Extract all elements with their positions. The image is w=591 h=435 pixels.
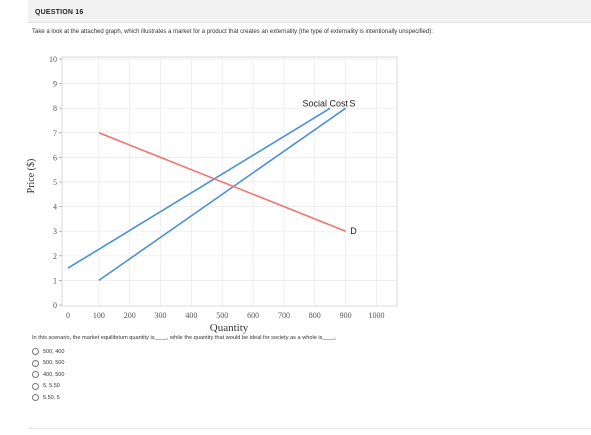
option-label: 400, 500 [43, 371, 65, 378]
radio-button[interactable] [32, 348, 39, 356]
question-header: QUESTION 16 [28, 0, 591, 23]
x-tick-label: 0 [66, 311, 70, 320]
y-tick-label: 8 [53, 104, 57, 113]
y-tick-label: 3 [53, 227, 57, 236]
answer-option[interactable]: 500, 400 [32, 346, 64, 358]
y-tick-label: 7 [53, 129, 57, 138]
answer-options: 500, 400 500, 500 400, 500 5, 5.50 5.50,… [32, 346, 64, 404]
divider [28, 428, 591, 429]
x-tick-label: 600 [247, 311, 259, 320]
y-tick-label: 6 [53, 153, 57, 162]
x-tick-label: 200 [124, 311, 136, 320]
y-tick-label: 0 [53, 301, 57, 310]
question-prompt: Take a look at the attached graph, which… [32, 29, 433, 35]
x-axis-label: Quantity [210, 322, 249, 334]
y-tick-label: 1 [53, 276, 57, 285]
x-tick-label: 900 [340, 311, 352, 320]
answer-option[interactable]: 500, 500 [32, 358, 64, 370]
x-tick-label: 100 [93, 311, 105, 320]
answer-option[interactable]: 5.50, 5 [32, 392, 64, 404]
x-tick-label: 400 [185, 311, 197, 320]
radio-button[interactable] [32, 359, 39, 367]
social-cost-line [67, 107, 331, 269]
radio-button[interactable] [32, 371, 39, 379]
y-tick-label: 2 [53, 252, 57, 261]
s-line [98, 107, 347, 282]
chart-grid [61, 56, 398, 307]
question-stem: In this scenario, the market equilibrium… [32, 335, 337, 341]
option-label: 5, 5.50 [43, 383, 60, 390]
curve-label: Social Cost [302, 98, 348, 108]
x-tick-label: 500 [216, 311, 228, 320]
option-label: 5.50, 5 [43, 394, 60, 401]
y-tick-label: 10 [49, 55, 57, 64]
chart-annotations: Social Cost S D [302, 98, 357, 236]
curve-label: D [350, 226, 357, 236]
answer-option[interactable]: 400, 500 [32, 369, 64, 381]
d-line [98, 132, 346, 232]
x-tick-label: 1000 [369, 311, 385, 320]
x-tick-label: 700 [278, 311, 290, 320]
answer-option[interactable]: 5, 5.50 [32, 381, 64, 393]
y-axis-label: Price ($) [26, 159, 37, 194]
chart-ticks: 0 100 200 300 400 500 600 700 800 900 1000 0 1 2 3 4 5 6 7… [49, 55, 385, 320]
chart-lines [67, 107, 347, 282]
y-tick-label: 5 [53, 178, 57, 187]
y-tick-label: 9 [53, 80, 57, 89]
x-tick-label: 800 [309, 311, 321, 320]
x-tick-label: 300 [155, 311, 167, 320]
radio-button[interactable] [32, 394, 39, 402]
option-label: 500, 400 [43, 348, 65, 355]
radio-button[interactable] [32, 382, 39, 390]
question-number: QUESTION 16 [35, 9, 84, 16]
option-label: 500, 500 [43, 360, 65, 367]
plot-frame [61, 56, 398, 307]
y-tick-label: 4 [53, 203, 57, 212]
externality-chart: 0 100 200 300 400 500 600 700 800 900 1000 0 1 2 3 4 5 6 7… [26, 55, 398, 334]
curve-label: S [349, 98, 355, 108]
